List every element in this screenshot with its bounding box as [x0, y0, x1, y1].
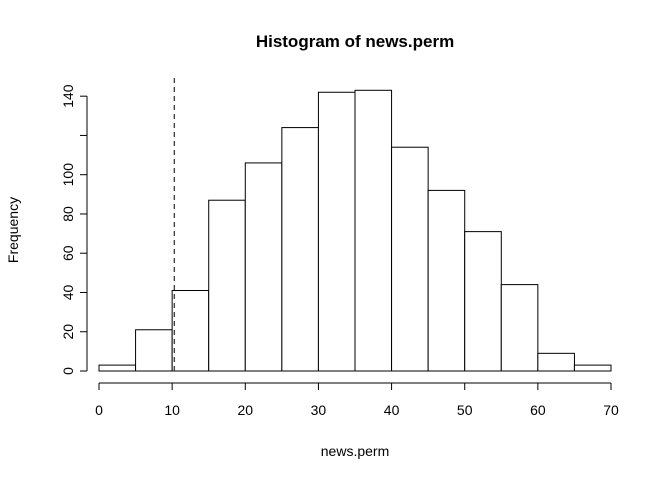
histogram-bar-8: [391, 146, 429, 372]
x-axis-label: news.perm: [321, 443, 389, 459]
histogram-bar-4: [244, 162, 283, 372]
x-tick-label-40: 40: [384, 402, 400, 418]
y-tick-label-100: 100: [60, 163, 76, 187]
y-tick-label-0: 0: [60, 367, 76, 375]
y-tick-label-140: 140: [60, 84, 76, 108]
histogram-bar-11: [500, 284, 539, 372]
histogram-bar-0: [98, 364, 137, 372]
chart-title: Histogram of news.perm: [256, 32, 454, 51]
x-tick-label-60: 60: [530, 402, 546, 418]
histogram-bar-1: [135, 329, 173, 372]
histogram-bar-5: [281, 127, 319, 372]
histogram-bar-13: [573, 364, 612, 372]
y-axis: 0 20 40 60 80 100 140: [60, 84, 88, 375]
x-axis: 0 10 20 30 40 50 60 70: [95, 382, 619, 418]
x-tick-label-50: 50: [457, 402, 473, 418]
histogram-bar-2: [171, 290, 210, 372]
x-tick-label-20: 20: [237, 402, 253, 418]
x-tick-label-10: 10: [164, 402, 180, 418]
x-tick-label-30: 30: [311, 402, 327, 418]
x-tick-label-0: 0: [95, 402, 103, 418]
histogram-bar-7: [354, 89, 393, 372]
y-axis-label: Frequency: [5, 197, 21, 263]
histogram-bar-6: [317, 91, 356, 372]
y-tick-label-60: 60: [60, 245, 76, 261]
y-tick-label-20: 20: [60, 324, 76, 340]
histogram-bar-9: [427, 189, 466, 372]
histogram-bar-12: [537, 352, 575, 372]
histogram-bar-10: [464, 231, 502, 372]
y-tick-label-40: 40: [60, 284, 76, 300]
histogram-bar-3: [208, 199, 246, 372]
bars-group: [98, 89, 612, 372]
y-tick-label-80: 80: [60, 206, 76, 222]
x-tick-label-70: 70: [603, 402, 619, 418]
